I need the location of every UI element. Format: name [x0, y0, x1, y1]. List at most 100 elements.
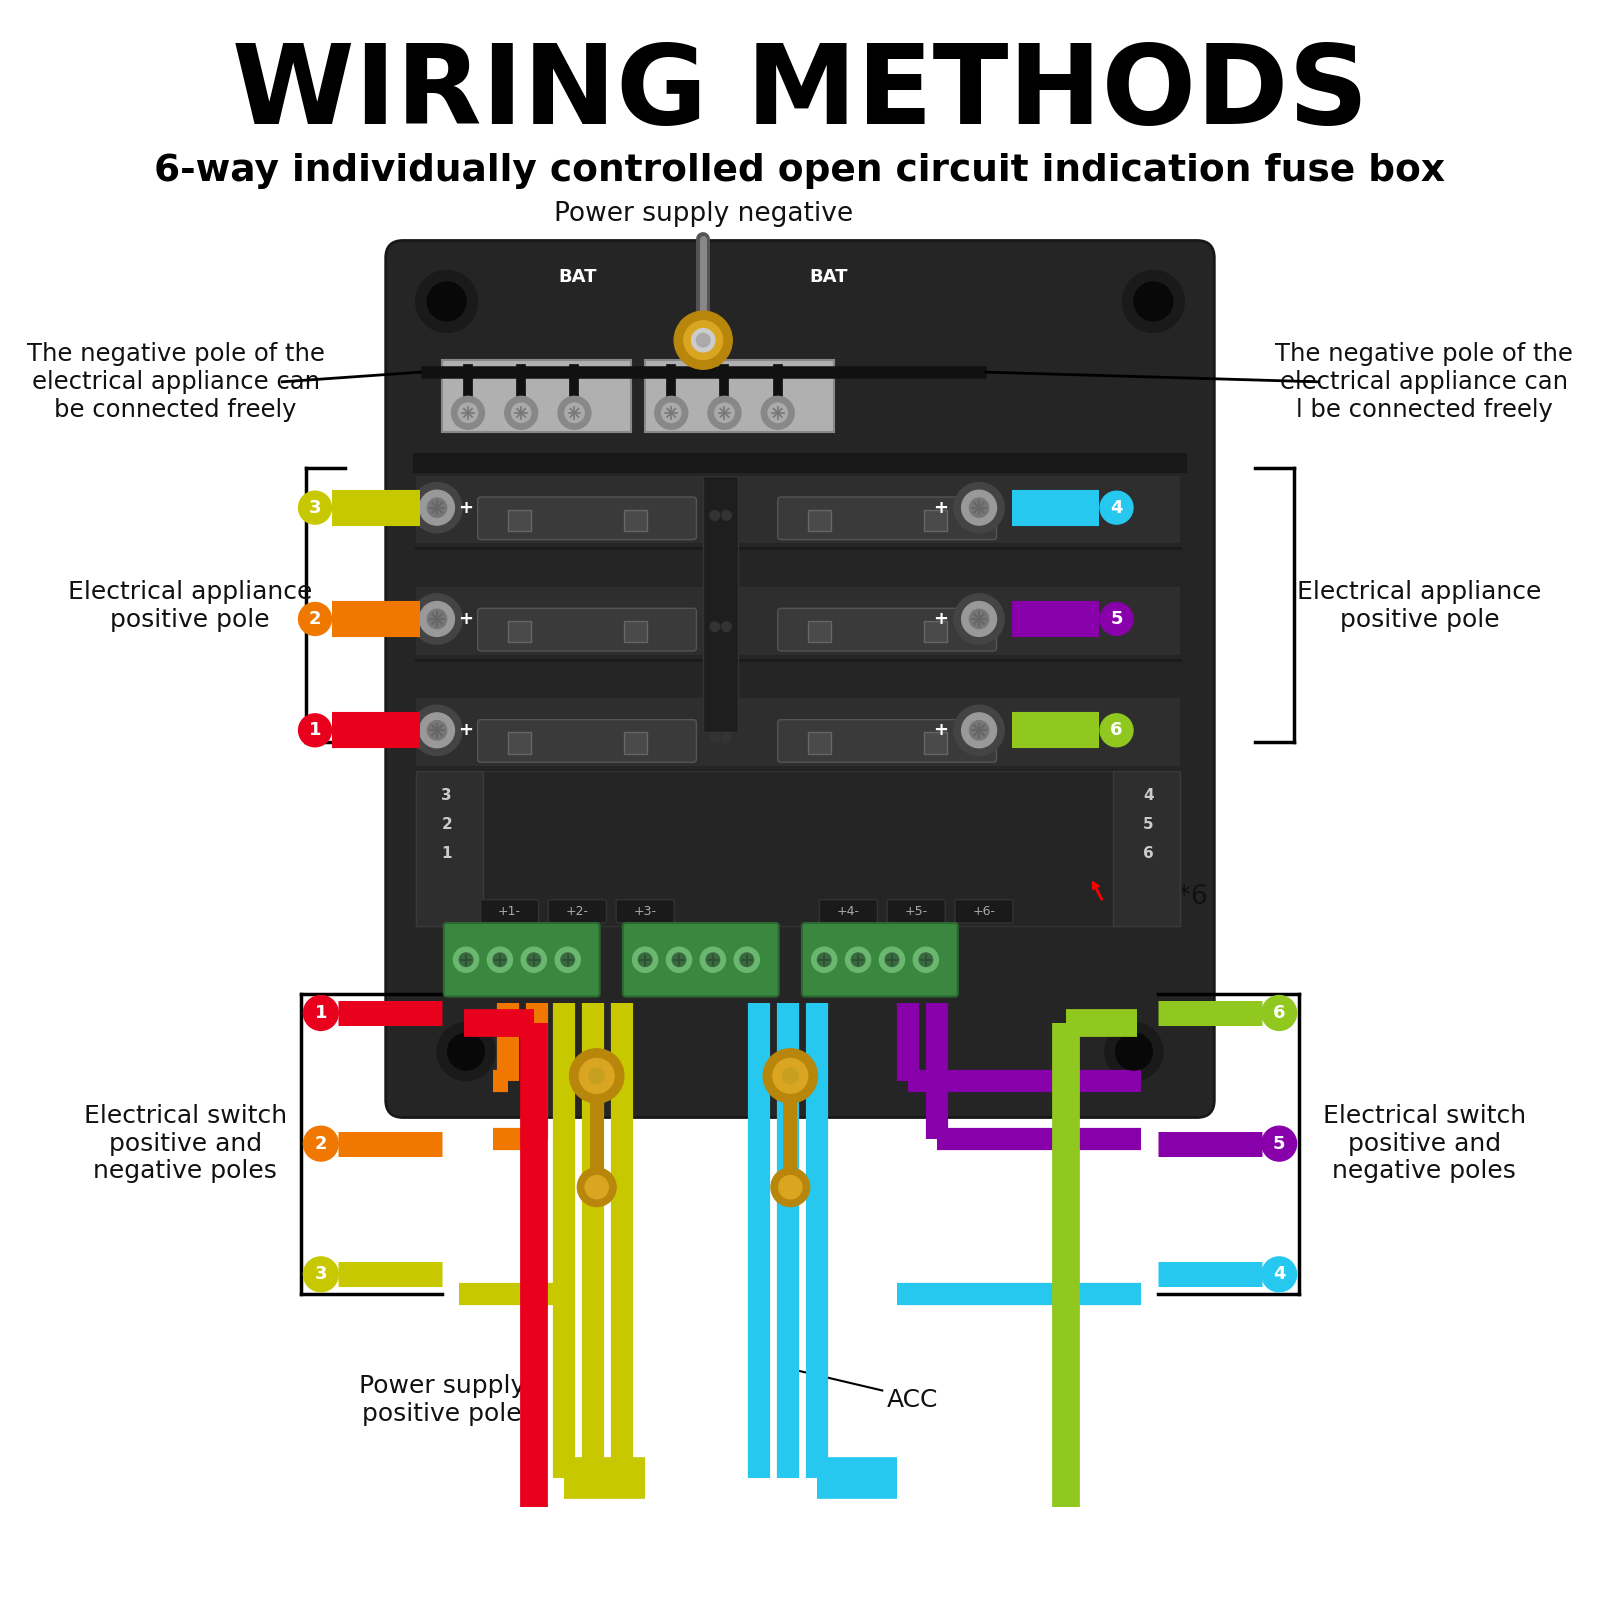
Circle shape: [962, 490, 997, 525]
Bar: [624, 733, 646, 754]
Circle shape: [710, 622, 720, 632]
Circle shape: [667, 947, 691, 973]
FancyBboxPatch shape: [478, 498, 696, 539]
Text: +1-: +1-: [498, 906, 522, 918]
Text: 5: 5: [1274, 1134, 1285, 1152]
Circle shape: [739, 954, 754, 966]
Text: 6: 6: [1142, 846, 1154, 861]
Circle shape: [427, 498, 446, 517]
Circle shape: [683, 322, 723, 360]
Text: 3: 3: [309, 499, 322, 517]
Bar: [416, 698, 1181, 766]
FancyBboxPatch shape: [616, 899, 674, 923]
Circle shape: [782, 1069, 798, 1083]
Circle shape: [1101, 603, 1133, 635]
Text: +2-: +2-: [566, 906, 589, 918]
Circle shape: [411, 594, 462, 645]
Bar: [808, 621, 830, 642]
Circle shape: [579, 1059, 614, 1093]
Circle shape: [299, 491, 331, 525]
FancyBboxPatch shape: [955, 899, 1013, 923]
Bar: [416, 771, 483, 926]
Circle shape: [722, 733, 731, 742]
Text: Relay*6: Relay*6: [1106, 883, 1208, 910]
Bar: [507, 621, 531, 642]
Circle shape: [779, 1176, 802, 1198]
Bar: [507, 509, 531, 531]
Text: ACC: ACC: [886, 1389, 939, 1413]
Bar: [413, 453, 1187, 474]
Text: 6-way individually controlled open circuit indication fuse box: 6-way individually controlled open circu…: [155, 152, 1445, 189]
Text: 4: 4: [1110, 499, 1123, 517]
Circle shape: [818, 954, 830, 966]
Circle shape: [885, 954, 899, 966]
Text: WIRING METHODS: WIRING METHODS: [232, 40, 1368, 147]
Circle shape: [691, 328, 715, 352]
Circle shape: [416, 270, 478, 333]
Circle shape: [1106, 1022, 1163, 1080]
Circle shape: [411, 483, 462, 533]
Circle shape: [880, 947, 904, 973]
Circle shape: [589, 1069, 605, 1083]
Circle shape: [427, 720, 446, 739]
Circle shape: [299, 714, 331, 747]
Circle shape: [970, 720, 989, 739]
Circle shape: [773, 1059, 808, 1093]
Circle shape: [914, 947, 939, 973]
FancyBboxPatch shape: [478, 608, 696, 651]
Circle shape: [419, 714, 454, 747]
Circle shape: [512, 403, 531, 422]
Bar: [808, 733, 830, 754]
FancyBboxPatch shape: [549, 899, 606, 923]
Circle shape: [709, 397, 741, 429]
Text: +: +: [933, 499, 947, 517]
FancyBboxPatch shape: [778, 608, 997, 651]
Circle shape: [558, 397, 590, 429]
Text: Electrical switch
positive and
negative poles: Electrical switch positive and negative …: [1323, 1104, 1526, 1184]
Circle shape: [962, 602, 997, 637]
FancyBboxPatch shape: [622, 923, 779, 997]
Text: +: +: [933, 610, 947, 627]
Circle shape: [427, 282, 466, 322]
Text: +: +: [459, 499, 474, 517]
Text: +4-: +4-: [837, 906, 859, 918]
FancyBboxPatch shape: [778, 498, 997, 539]
Circle shape: [570, 1048, 624, 1102]
Circle shape: [437, 1022, 494, 1080]
Circle shape: [811, 947, 837, 973]
Circle shape: [722, 622, 731, 632]
Text: Electrical appliance
positive pole: Electrical appliance positive pole: [1298, 581, 1542, 632]
Bar: [507, 733, 531, 754]
Circle shape: [1262, 995, 1296, 1030]
Circle shape: [299, 603, 331, 635]
Circle shape: [458, 403, 478, 422]
Bar: [923, 733, 947, 754]
Bar: [808, 509, 830, 531]
Circle shape: [453, 947, 478, 973]
Circle shape: [419, 490, 454, 525]
FancyBboxPatch shape: [778, 720, 997, 762]
Circle shape: [845, 947, 870, 973]
Bar: [923, 509, 947, 531]
Circle shape: [918, 954, 933, 966]
Text: +6-: +6-: [973, 906, 995, 918]
Text: BAT: BAT: [558, 269, 597, 286]
FancyBboxPatch shape: [478, 720, 696, 762]
FancyBboxPatch shape: [386, 240, 1214, 1117]
Circle shape: [493, 954, 507, 966]
Circle shape: [701, 947, 725, 973]
Circle shape: [1262, 1126, 1296, 1162]
Circle shape: [565, 403, 584, 422]
Circle shape: [674, 310, 733, 370]
Circle shape: [696, 333, 710, 347]
Circle shape: [427, 610, 446, 629]
FancyBboxPatch shape: [802, 923, 958, 997]
Bar: [1112, 771, 1181, 926]
Text: 2: 2: [309, 610, 322, 627]
Text: +3-: +3-: [634, 906, 656, 918]
Text: BAT: BAT: [810, 269, 848, 286]
Circle shape: [419, 602, 454, 637]
Text: +: +: [459, 722, 474, 739]
Circle shape: [304, 995, 338, 1030]
Text: +5-: +5-: [904, 906, 928, 918]
